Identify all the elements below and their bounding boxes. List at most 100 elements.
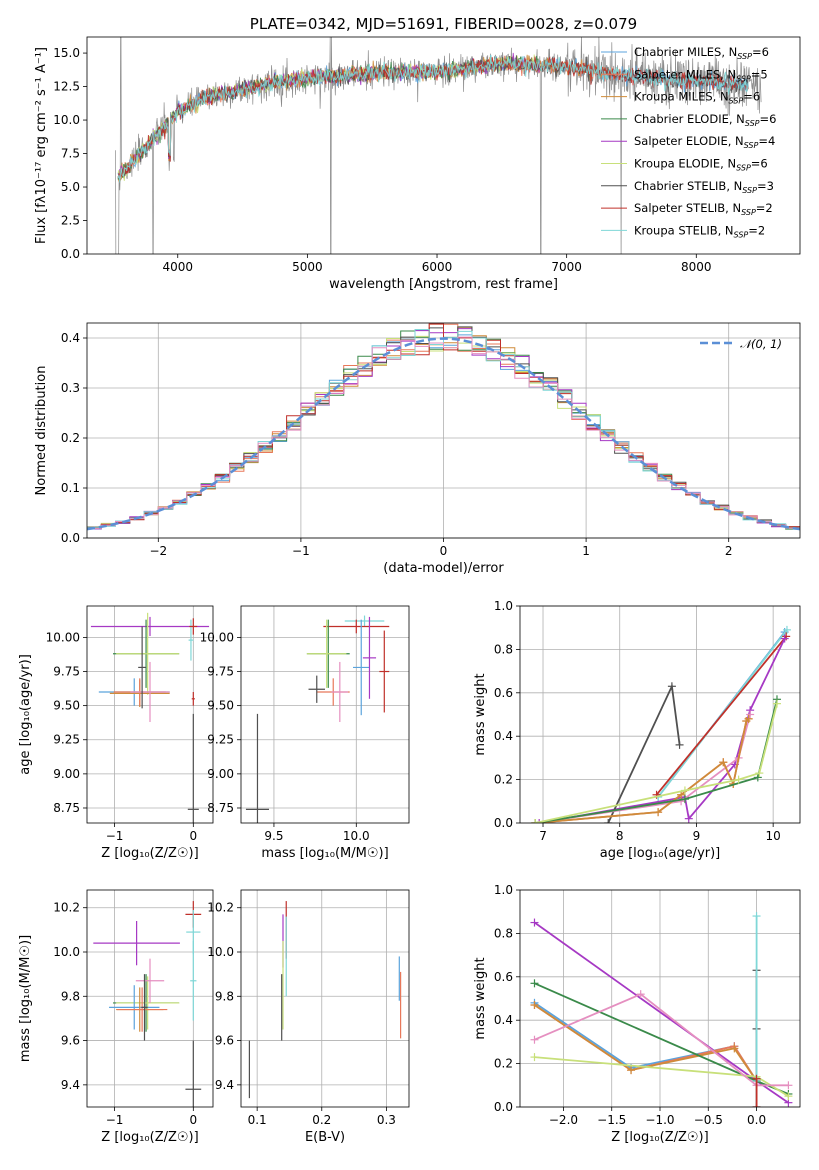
x-tick-label: 6000 xyxy=(422,260,453,274)
y-tick-label: 9.75 xyxy=(207,665,234,679)
legend-label: Chabrier MILES, NSSP=6 xyxy=(634,45,769,61)
series-marker xyxy=(755,769,764,778)
x-axis-label: wavelength [Angstrom, rest frame] xyxy=(329,277,558,292)
x-tick-label: 8000 xyxy=(681,260,712,274)
legend-tail: =6 xyxy=(751,157,768,171)
plot-area xyxy=(245,615,390,823)
plot-area xyxy=(115,37,762,254)
x-tick-label: 0 xyxy=(189,829,197,843)
legend-label: Kroupa ELODIE, NSSP=6 xyxy=(634,157,768,173)
legend-label: Salpeter STELIB, NSSP=2 xyxy=(634,201,773,217)
axes-frame xyxy=(519,605,801,824)
x-axis-label: mass [log₁₀(M/M☉)] xyxy=(261,846,388,861)
legend-subscript: SSP xyxy=(736,164,751,173)
x-tick-label: 7 xyxy=(539,829,547,843)
y-tick-label: 7.5 xyxy=(61,147,80,161)
axes-frame xyxy=(240,605,410,824)
x-tick-label: 2 xyxy=(725,544,733,558)
series-marker xyxy=(530,1053,539,1062)
plot-area xyxy=(248,901,402,1099)
x-tick-label: −1 xyxy=(292,544,310,558)
series-line xyxy=(534,982,789,1095)
legend-label: Kroupa STELIB, NSSP=2 xyxy=(634,223,765,239)
data-point xyxy=(190,940,197,1021)
x-tick-label: 7000 xyxy=(551,260,582,274)
panel-massweight-vs-age: 7 8 9 10 0.0 0.2 0.4 0.6 0.8 1.0 age [log₁₀(age/yr… xyxy=(473,599,801,861)
x-tick-label: −0.5 xyxy=(694,1113,723,1127)
series-line xyxy=(655,635,787,796)
x-axis-label: age [log₁₀(age/yr)] xyxy=(600,846,721,861)
data-point xyxy=(93,921,180,966)
y-axis-label: age [log₁₀(age/yr)] xyxy=(18,654,33,775)
y-axis-label: mass weight xyxy=(473,673,488,755)
y-tick-label: 10.0 xyxy=(53,113,80,127)
series-marker xyxy=(636,990,645,999)
y-tick-label: 2.5 xyxy=(61,214,80,228)
y-tick-label: 10.2 xyxy=(207,901,234,915)
series-marker xyxy=(654,808,663,817)
y-tick-label: 9.4 xyxy=(215,1078,234,1092)
y-tick-label: 9.25 xyxy=(53,733,80,747)
plot-area xyxy=(530,912,793,1107)
legend-label: Salpeter ELODIE, NSSP=4 xyxy=(634,134,775,150)
series-marker xyxy=(784,1081,793,1090)
series-line xyxy=(534,993,789,1087)
series-marker xyxy=(680,795,689,804)
series-line xyxy=(535,699,778,823)
panel-age-vs-mass: 9.5 10.0 8.75 9.00 9.25 9.50 9.75 10.00 mass [lo… xyxy=(200,605,410,861)
legend: 𝒩(0, 1) xyxy=(700,337,782,351)
axes-frame xyxy=(519,889,801,1108)
y-tick-label: 9.50 xyxy=(207,699,234,713)
series-line xyxy=(533,1004,758,1082)
y-tick-label: 0.0 xyxy=(494,816,513,830)
data-point xyxy=(191,691,195,706)
series-marker xyxy=(667,682,676,691)
series-marker xyxy=(734,775,743,784)
panel-age-vs-Z: −1 0 8.75 9.00 9.25 9.50 9.75 10.00 Z [log₁₀(Z/Z… xyxy=(18,605,214,861)
series-marker xyxy=(684,814,693,823)
panel-spectrum: 4000 5000 6000 7000 8000 0.0 2.5 5.0 7.5 10.0 12.5… xyxy=(34,15,801,292)
legend-subscript: SSP xyxy=(734,230,749,239)
x-axis-label: E(B-V) xyxy=(305,1130,345,1145)
y-tick-label: 9.75 xyxy=(53,665,80,679)
series-line xyxy=(533,1002,758,1082)
y-tick-label: 1.0 xyxy=(494,599,513,613)
x-tick-label: 0.0 xyxy=(747,1113,766,1127)
y-axis-label: Normed distribution xyxy=(34,366,49,496)
y-tick-label: 0.8 xyxy=(494,642,513,656)
y-tick-label: 0.2 xyxy=(494,1057,513,1071)
legend: Chabrier MILES, NSSP=6 Salpeter MILES, NS… xyxy=(601,45,776,239)
data-point xyxy=(130,661,170,723)
normal-curve xyxy=(87,337,800,531)
legend-label: Salpeter MILES, NSSP=5 xyxy=(634,67,768,83)
y-tick-label: 9.00 xyxy=(53,767,80,781)
x-tick-label: 0 xyxy=(189,1113,197,1127)
legend-tail: =6 xyxy=(760,112,777,126)
series-marker xyxy=(782,625,791,634)
x-axis-label: (data-model)/error xyxy=(383,561,504,576)
data-point xyxy=(379,630,390,713)
y-tick-label: 0.8 xyxy=(494,926,513,940)
legend-subscript: SSP xyxy=(745,119,760,128)
y-tick-label: 0.3 xyxy=(61,381,80,395)
x-tick-label: −1.0 xyxy=(645,1113,674,1127)
x-axis-label: Z [log₁₀(Z/Z☉)] xyxy=(611,1130,708,1145)
series-line xyxy=(533,1004,758,1082)
x-tick-label: −1.5 xyxy=(597,1113,626,1127)
plot-area xyxy=(93,901,202,1107)
y-tick-label: 9.4 xyxy=(61,1078,80,1092)
panel-residuals: −2 −1 0 1 2 0.0 0.1 0.2 0.3 0.4 (data-model)/error… xyxy=(34,322,801,576)
plot-area xyxy=(531,625,791,823)
axes-frame xyxy=(86,36,801,255)
series-marker xyxy=(772,699,781,708)
legend-tail: =6 xyxy=(752,45,769,59)
y-tick-label: 0.2 xyxy=(61,431,80,445)
y-tick-label: 0.4 xyxy=(61,331,80,345)
y-tick-label: 10.2 xyxy=(53,901,80,915)
x-tick-label: 10 xyxy=(766,829,781,843)
residual-histogram xyxy=(87,329,800,529)
data-point xyxy=(116,987,168,1032)
series-marker xyxy=(744,714,753,723)
legend-subscript: SSP xyxy=(741,208,756,217)
series-marker xyxy=(753,773,762,782)
